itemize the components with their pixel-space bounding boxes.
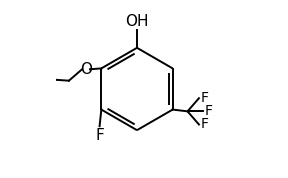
Text: F: F bbox=[200, 91, 208, 105]
Text: F: F bbox=[200, 117, 208, 132]
Text: OH: OH bbox=[125, 14, 149, 29]
Text: F: F bbox=[95, 128, 104, 143]
Text: F: F bbox=[205, 104, 213, 118]
Text: O: O bbox=[80, 62, 92, 77]
